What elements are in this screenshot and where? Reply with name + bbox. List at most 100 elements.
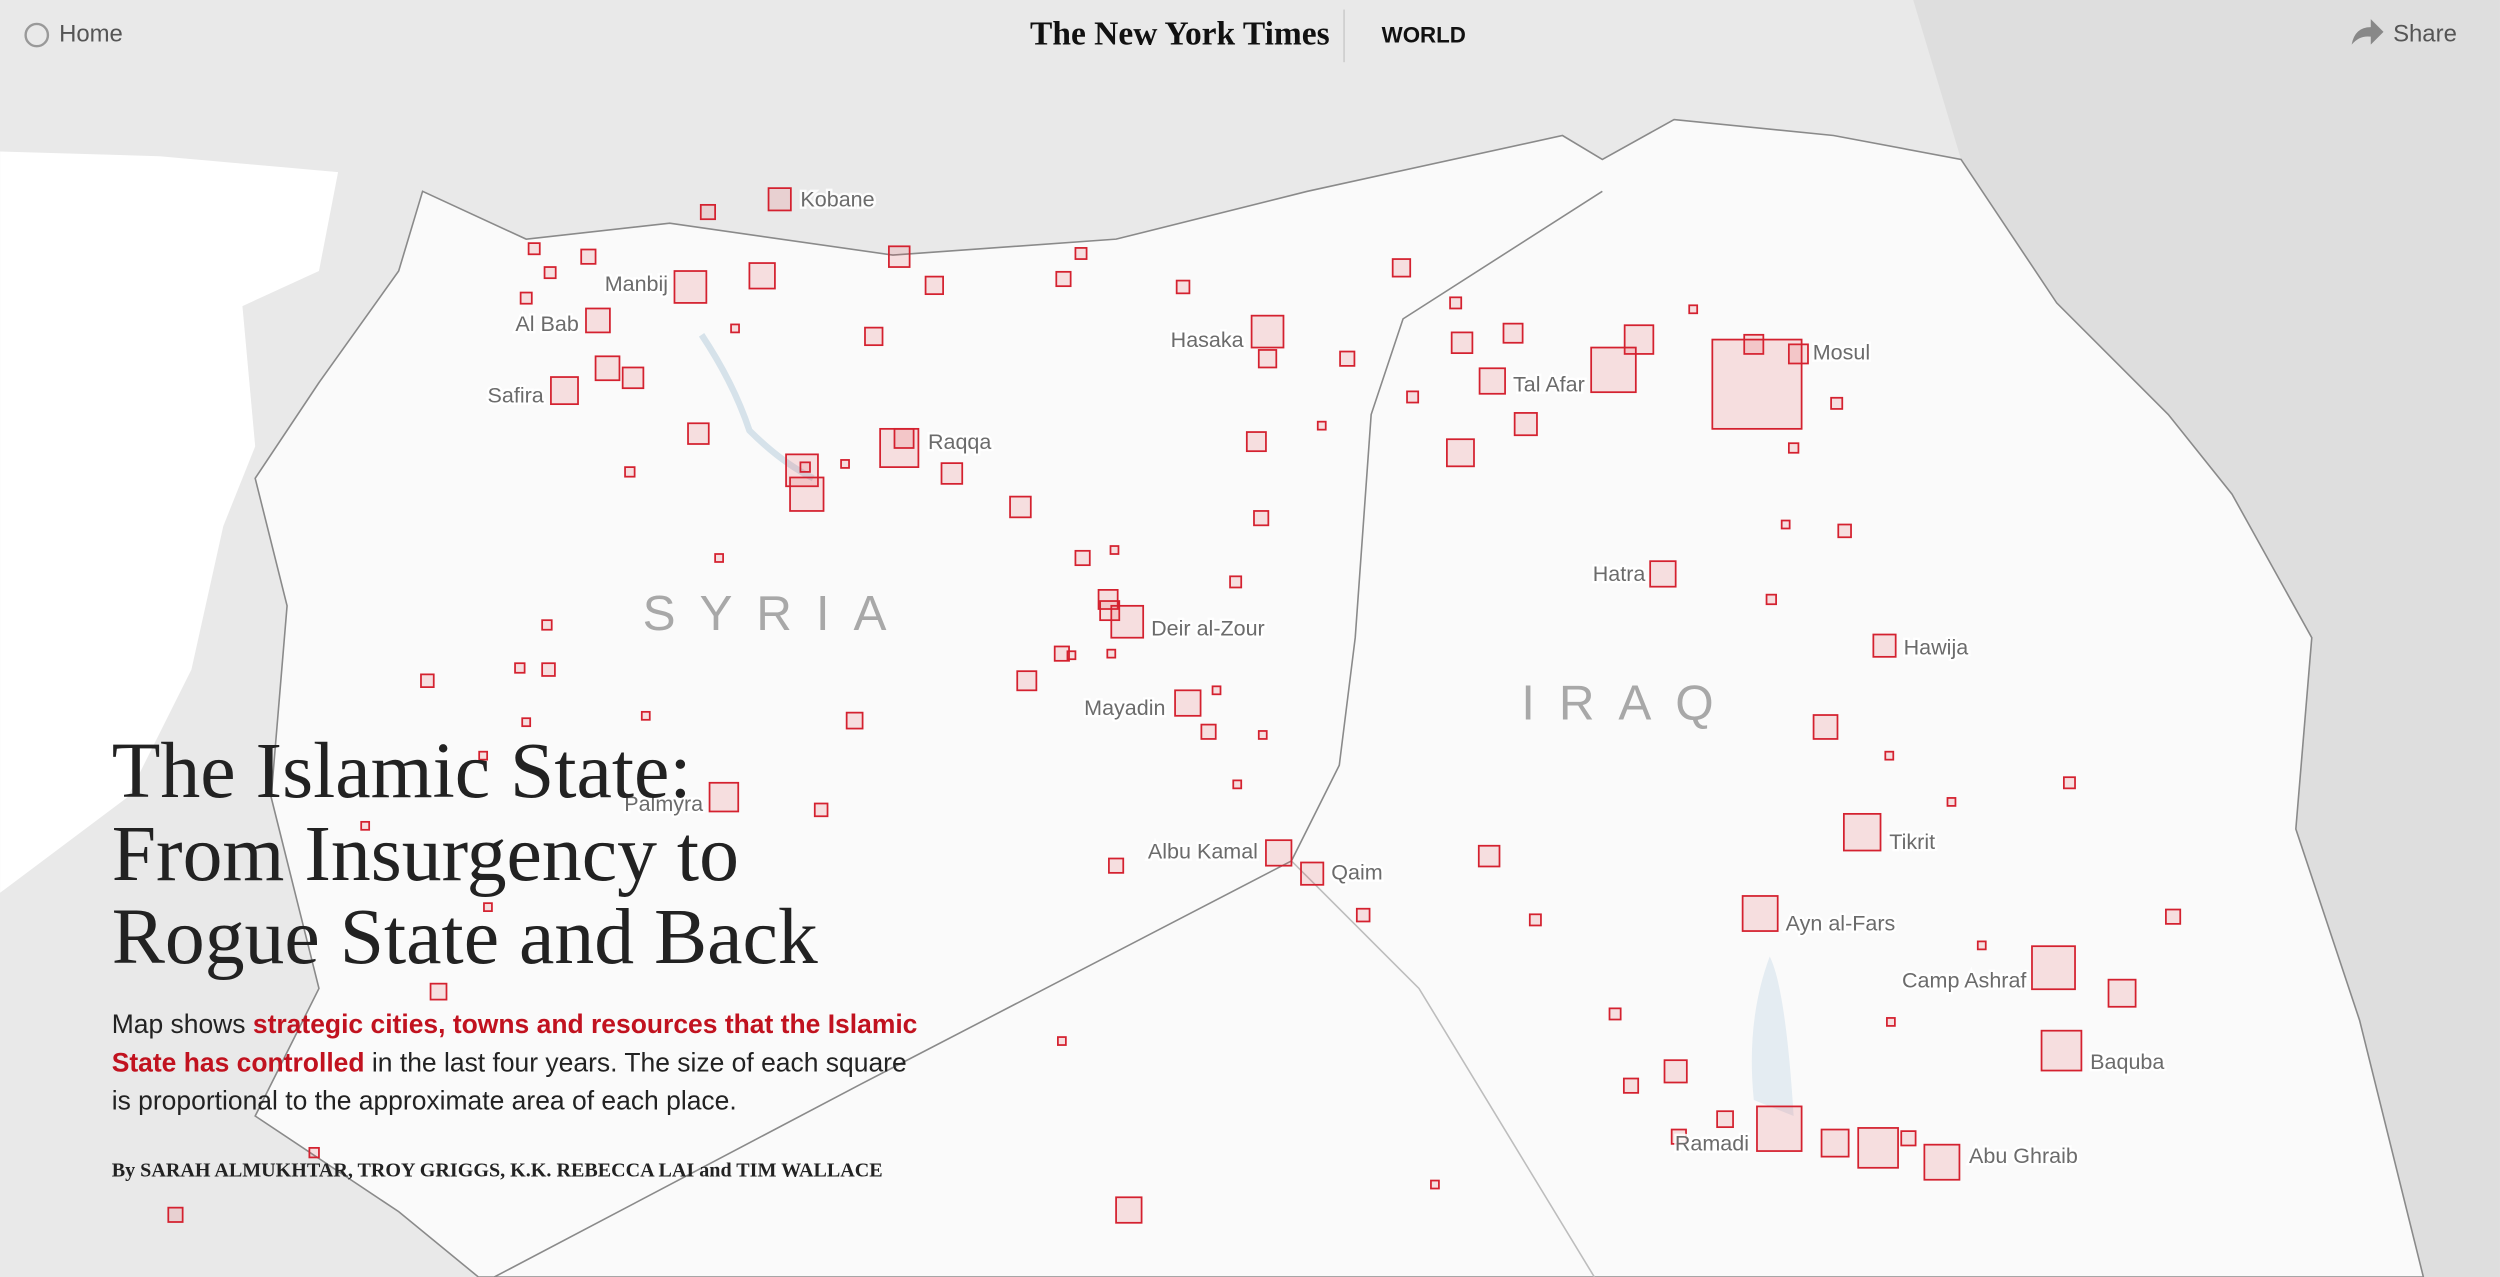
territory-square (730, 323, 740, 334)
territory-square (1250, 314, 1285, 349)
territory-square (1229, 575, 1243, 589)
territory-square (673, 270, 708, 304)
description-text: in the last four years. The size of each… (111, 1047, 907, 1116)
territory-square (1812, 714, 1839, 740)
city-label: Camp Ashraf (1902, 969, 2027, 993)
city-label: Palmyra (624, 792, 703, 816)
territory-square (2165, 908, 2182, 925)
description-box: Map shows strategic cities, towns and re… (112, 1006, 933, 1121)
home-icon[interactable] (24, 22, 50, 48)
territory-square (360, 820, 371, 831)
territory-square (1211, 685, 1222, 696)
territory-square (2107, 978, 2137, 1008)
river (698, 333, 815, 482)
territory-square (1339, 350, 1356, 367)
description: Map shows strategic cities, towns and re… (112, 1006, 933, 1121)
territory-square (624, 466, 636, 478)
territory-square (767, 187, 792, 212)
territory-square (594, 355, 621, 382)
territory-square (687, 422, 710, 445)
territory-square (580, 248, 597, 265)
header: Home The New York Times WORLD Share (24, 9, 2457, 63)
territory-square (699, 203, 717, 221)
city-label: Ramadi (1675, 1131, 1749, 1155)
territory-square (1820, 1128, 1850, 1158)
territory-square (1741, 895, 1779, 932)
territory-square (1528, 913, 1542, 927)
territory-square (1108, 857, 1125, 874)
territory-square (1837, 523, 1852, 539)
city-label: Hawija (1904, 636, 1969, 660)
territory-square (550, 376, 579, 406)
territory-square (1900, 1130, 1917, 1147)
territory-square (1830, 396, 1844, 410)
article-intro: The Islamic State: From Insurgency to Ro… (112, 727, 933, 1182)
city-label: Baquba (2090, 1050, 2164, 1074)
territory-square (543, 266, 557, 280)
city-label: Tikrit (1889, 830, 1935, 854)
sea (0, 151, 339, 893)
city-label: Raqqa (928, 430, 991, 454)
byline: By SARAH ALMUKHTAR, TROY GRIGGS, K.K. RE… (112, 1160, 883, 1182)
territory-square (483, 902, 493, 912)
territory-square (1670, 1128, 1687, 1145)
logo[interactable]: The New York Times (1030, 15, 1330, 52)
territory-square (420, 673, 435, 689)
territory-square (1232, 779, 1243, 790)
territory-square (1842, 812, 1882, 852)
territory-square (893, 427, 915, 449)
territory-square (714, 553, 724, 563)
territory-square (1787, 343, 1809, 365)
city-label: Hasaka (1171, 328, 1244, 352)
territory-square (1623, 324, 1655, 355)
title-line: The Islamic State: (112, 727, 692, 815)
territory-square (1355, 907, 1371, 923)
territory-square (748, 262, 776, 290)
territory-square (1115, 1196, 1143, 1224)
territory-square (521, 717, 532, 728)
city-label: Mosul (1813, 341, 1870, 365)
territory-square (1711, 338, 1803, 430)
territory-square (1406, 390, 1420, 404)
share-icon[interactable] (2351, 19, 2384, 45)
territory-square (2062, 776, 2076, 790)
territory-square (1391, 258, 1412, 278)
city-label: Albu Kamal (1148, 840, 1258, 864)
territory-square (799, 461, 811, 473)
territory-square (1316, 420, 1327, 431)
city-label: Deir al-Zour (1151, 616, 1265, 640)
territory-square (640, 710, 651, 721)
border (493, 190, 1603, 1277)
territory-square (1688, 304, 1699, 315)
share-link[interactable]: Share (2393, 20, 2457, 47)
city-label: Mayadin (1084, 696, 1165, 720)
territory-square (1200, 723, 1217, 740)
territory-square (888, 245, 911, 268)
territory-square (1663, 1059, 1688, 1084)
territory-square (1976, 940, 1987, 951)
border (1290, 860, 1596, 1277)
home-link[interactable]: Home (59, 20, 123, 47)
section-link[interactable]: WORLD (1382, 23, 1466, 48)
territory-square (1923, 1143, 1961, 1181)
territory-square (1478, 367, 1506, 395)
territory-square (1446, 438, 1475, 468)
title-line: From Insurgency to (112, 810, 739, 898)
country-label: IRAQ (1521, 675, 1737, 730)
title-line: Rogue State and Back (112, 893, 818, 981)
city-label: Al Bab (515, 312, 578, 336)
territory-square (1608, 1007, 1622, 1021)
territory-square (527, 242, 541, 256)
territory-square (1257, 730, 1268, 740)
territory-square (708, 781, 740, 813)
territory-square (1253, 510, 1270, 527)
territory-square (785, 453, 819, 488)
territory-square (1884, 750, 1895, 761)
territory-square (1053, 645, 1070, 662)
territory-square (2031, 945, 2076, 991)
territory-square (864, 326, 884, 347)
country-label: SYRIA (643, 586, 911, 641)
territory-square (1765, 593, 1777, 606)
